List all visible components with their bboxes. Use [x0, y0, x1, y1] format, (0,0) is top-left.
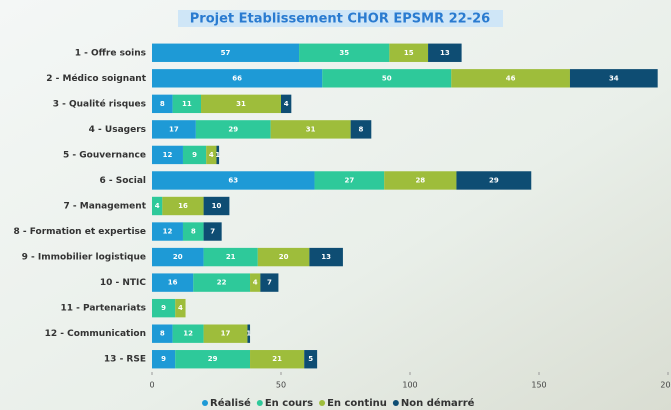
x-tick-label: 50	[276, 381, 286, 390]
value-label: 16	[168, 279, 178, 287]
value-label: 21	[226, 253, 236, 261]
value-label: 46	[506, 74, 516, 82]
y-tick-label: 9 - Immobilier logistique	[22, 253, 146, 263]
x-tick-label: 150	[531, 381, 546, 390]
y-tick-label: 13 - RSE	[104, 355, 146, 365]
value-label: 20	[279, 253, 289, 261]
value-label: 11	[182, 100, 192, 108]
value-label: 7	[210, 228, 215, 236]
y-tick-label: 3 - Qualité risques	[53, 98, 146, 109]
value-label: 1	[215, 151, 220, 159]
y-tick-label: 6 - Social	[99, 176, 146, 186]
value-label: 31	[306, 125, 316, 133]
value-label: 35	[339, 49, 349, 57]
value-label: 29	[489, 176, 499, 184]
value-label: 4	[209, 151, 214, 159]
value-label: 66	[232, 74, 242, 82]
value-label: 31	[236, 100, 246, 108]
y-tick-label: 5 - Gouvernance	[63, 150, 146, 160]
y-tick-label: 11 - Partenariats	[60, 304, 146, 314]
chart: Projet Etablissement CHOR EPSMR 22-26 0 5…	[0, 0, 671, 410]
y-tick-label: 4 - Usagers	[89, 125, 146, 135]
value-label: 13	[321, 253, 331, 261]
value-label: 8	[191, 228, 196, 236]
value-label: 29	[228, 125, 238, 133]
value-label: 28	[415, 176, 425, 184]
value-label: 10	[212, 202, 222, 210]
legend-marker	[393, 400, 399, 406]
value-label: 13	[440, 49, 450, 57]
value-label: 27	[344, 176, 354, 184]
value-label: 12	[183, 330, 193, 338]
y-tick-label: 7 - Management	[63, 202, 146, 212]
value-label: 4	[178, 304, 183, 312]
legend-marker	[202, 400, 208, 406]
value-label: 22	[217, 279, 227, 287]
y-tick-label: 12 - Communication	[45, 329, 146, 339]
value-label: 17	[169, 125, 179, 133]
value-label: 4	[284, 100, 289, 108]
value-label: 4	[155, 202, 160, 210]
value-label: 20	[173, 253, 183, 261]
value-label: 16	[178, 202, 188, 210]
value-label: 7	[267, 279, 272, 287]
value-label: 29	[208, 355, 218, 363]
value-label: 9	[161, 355, 166, 363]
y-tick-label: 10 - NTIC	[100, 278, 147, 288]
value-label: 4	[253, 279, 258, 287]
legend-marker	[257, 400, 263, 406]
legend-label: Réalisé	[210, 397, 251, 409]
x-tick-label: 100	[402, 381, 417, 390]
value-label: 17	[221, 330, 231, 338]
value-label: 9	[192, 151, 197, 159]
value-label: 5	[308, 355, 313, 363]
x-tick-label: 0	[149, 381, 154, 390]
value-label: 12	[163, 151, 173, 159]
chart-title: Projet Etablissement CHOR EPSMR 22-26	[190, 12, 490, 27]
legend-label: En cours	[265, 398, 313, 409]
value-label: 8	[359, 125, 364, 133]
legend-label: Non démarré	[401, 397, 475, 409]
value-label: 50	[382, 74, 392, 82]
value-label: 57	[221, 49, 231, 57]
value-label: 34	[609, 74, 619, 82]
y-tick-label: 2 - Médico soignant	[46, 73, 146, 84]
value-label: 9	[161, 304, 166, 312]
value-label: 1	[246, 330, 251, 338]
value-label: 63	[228, 176, 238, 184]
y-tick-label: 8 - Formation et expertise	[13, 227, 146, 237]
value-label: 12	[163, 228, 173, 236]
x-tick-label: 200	[660, 381, 671, 390]
value-label: 8	[160, 100, 165, 108]
legend-label: En continu	[327, 398, 387, 409]
y-tick-label: 1 - Offre soins	[75, 48, 146, 58]
value-label: 21	[272, 355, 282, 363]
value-label: 8	[160, 330, 165, 338]
legend-marker	[319, 400, 325, 406]
value-label: 15	[404, 49, 414, 57]
